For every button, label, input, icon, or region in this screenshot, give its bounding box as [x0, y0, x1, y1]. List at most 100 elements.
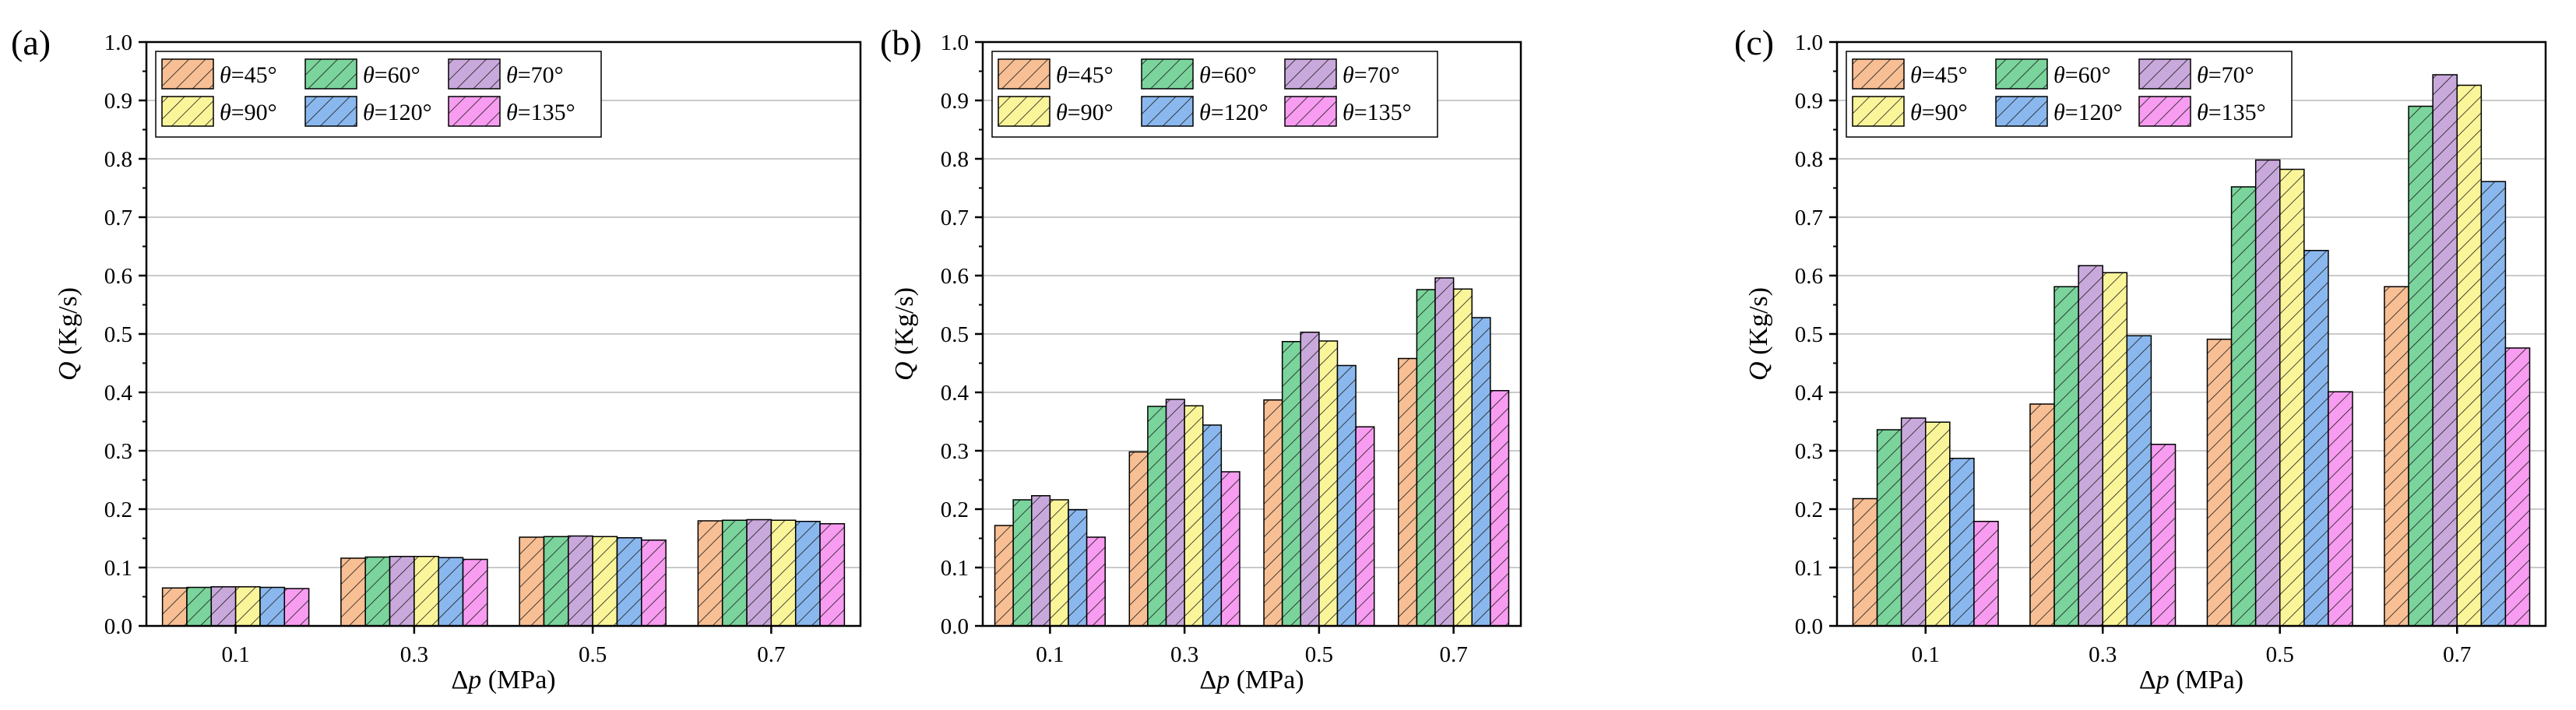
legend-entry-symbol: θ	[1910, 100, 1922, 125]
legend-swatch	[1852, 58, 1905, 90]
panel-label: (a)	[11, 23, 51, 62]
legend-entry-value: =135°	[2208, 100, 2266, 125]
bar-135deg-0.3	[462, 558, 488, 627]
legend-entry-symbol: θ	[1343, 62, 1354, 88]
legend-entry-symbol: θ	[220, 62, 231, 88]
panel-label: (b)	[880, 23, 922, 62]
legend-entry: θ=60°	[1199, 62, 1257, 88]
legend-entry-symbol: θ	[1910, 62, 1922, 88]
bar-120deg-0.1	[1949, 458, 1975, 627]
bar-45deg-0.1	[1852, 497, 1878, 627]
bar-90deg-0.3	[413, 556, 439, 627]
bar-70deg-0.1	[1031, 495, 1051, 627]
y-tick-label: 1.0	[1795, 30, 1823, 55]
bar-45deg-0.7	[1398, 357, 1418, 627]
legend-entry-symbol: θ	[506, 100, 518, 125]
legend-entry-symbol: θ	[2197, 62, 2208, 88]
y-tick-label: 0.2	[941, 497, 969, 522]
y-axis-label-post: (Kg/s)	[1744, 287, 1773, 361]
legend-box	[1846, 51, 2293, 138]
y-axis-label: Q (Kg/s)	[1744, 287, 1773, 381]
bar-70deg-0.1	[1900, 417, 1927, 627]
legend-entry-symbol: θ	[363, 100, 375, 125]
legend-box	[155, 51, 602, 138]
bar-120deg-0.7	[2480, 181, 2507, 627]
bar-90deg-0.5	[2279, 168, 2305, 627]
legend-swatch	[304, 58, 357, 90]
legend-entry-value: =70°	[2208, 62, 2254, 88]
legend-entry-value: =60°	[2065, 62, 2111, 88]
y-tick-label: 0.1	[941, 556, 969, 581]
bar-90deg-0.1	[1049, 499, 1069, 627]
bar-60deg-0.3	[2053, 286, 2079, 627]
y-tick-label: 0.8	[104, 147, 132, 172]
bar-120deg-0.5	[1336, 364, 1357, 627]
bar-70deg-0.1	[210, 586, 237, 627]
bar-120deg-0.3	[438, 557, 464, 627]
legend-entry-value: =45°	[1922, 62, 1968, 88]
legend-swatch	[1995, 96, 2048, 127]
x-tick-label: 0.3	[400, 642, 428, 667]
y-tick-label: 0.4	[1795, 381, 1824, 406]
legend-swatch	[1284, 96, 1337, 127]
legend-entry-value: =60°	[375, 62, 421, 88]
bar-135deg-0.7	[2504, 347, 2531, 627]
bar-60deg-0.3	[364, 556, 391, 627]
x-tick-label: 0.5	[579, 642, 607, 667]
bar-135deg-0.1	[283, 588, 310, 627]
legend-entry-value: =90°	[1068, 100, 1114, 125]
bar-70deg-0.5	[568, 535, 593, 627]
x-axis-label-var: p	[466, 666, 481, 694]
bar-45deg-0.7	[2384, 286, 2409, 627]
y-tick-label: 0.9	[1795, 89, 1823, 114]
legend-entry: θ=45°	[220, 62, 277, 88]
legend-entry-value: =45°	[1068, 62, 1114, 88]
legend-entry: θ=90°	[1056, 100, 1114, 125]
y-tick-label: 0.2	[1795, 497, 1823, 522]
x-tick-label: 0.7	[1440, 642, 1468, 667]
legend-swatch	[161, 96, 214, 127]
y-tick-label: 0.9	[104, 89, 132, 114]
legend-swatch	[1284, 58, 1337, 90]
legend-entry-value: =120°	[2065, 100, 2123, 125]
legend-entry-symbol: θ	[220, 100, 231, 125]
x-axis-label-var: p	[2155, 666, 2170, 694]
y-tick-label: 0.8	[1795, 147, 1823, 172]
bar-60deg-0.7	[1416, 289, 1436, 627]
legend-entry-symbol: θ	[1199, 62, 1211, 88]
legend-entry-value: =90°	[1922, 100, 1968, 125]
bar-90deg-0.3	[2102, 272, 2128, 627]
x-axis-label-post: (MPa)	[1230, 666, 1304, 694]
y-tick-label: 0.1	[1795, 556, 1823, 581]
bar-135deg-0.7	[1490, 390, 1510, 627]
y-tick-label: 0.4	[104, 381, 133, 406]
y-axis-label: Q (Kg/s)	[54, 287, 83, 381]
y-axis-label-var: Q	[1744, 361, 1773, 381]
legend-box	[991, 51, 1438, 138]
legend-entry: θ=120°	[1199, 100, 1269, 125]
y-tick-label: 0.0	[1795, 614, 1823, 639]
x-axis-label: Δp (MPa)	[1199, 666, 1304, 694]
bar-45deg-0.5	[519, 536, 545, 627]
legend-entry: θ=120°	[363, 100, 432, 125]
y-tick-label: 0.7	[104, 206, 132, 230]
y-axis-label-var: Q	[54, 361, 83, 381]
bar-120deg-0.7	[1471, 317, 1491, 627]
y-tick-label: 0.1	[104, 556, 132, 581]
legend-entry-symbol: θ	[2053, 62, 2065, 88]
bar-135deg-0.5	[641, 540, 667, 627]
bar-90deg-0.1	[234, 586, 261, 627]
legend-entry-value: =45°	[231, 62, 277, 88]
bar-45deg-0.1	[994, 525, 1014, 627]
legend-swatch	[1141, 58, 1194, 90]
bar-70deg-0.3	[1165, 399, 1185, 627]
legend-swatch	[448, 58, 501, 90]
bar-120deg-0.3	[1202, 424, 1223, 627]
x-tick-label: 0.1	[222, 642, 250, 667]
legend-swatch	[2138, 58, 2191, 90]
bar-120deg-0.5	[2303, 250, 2329, 627]
bar-120deg-0.7	[794, 521, 821, 627]
legend-swatch	[304, 96, 357, 127]
bar-60deg-0.5	[543, 536, 569, 627]
